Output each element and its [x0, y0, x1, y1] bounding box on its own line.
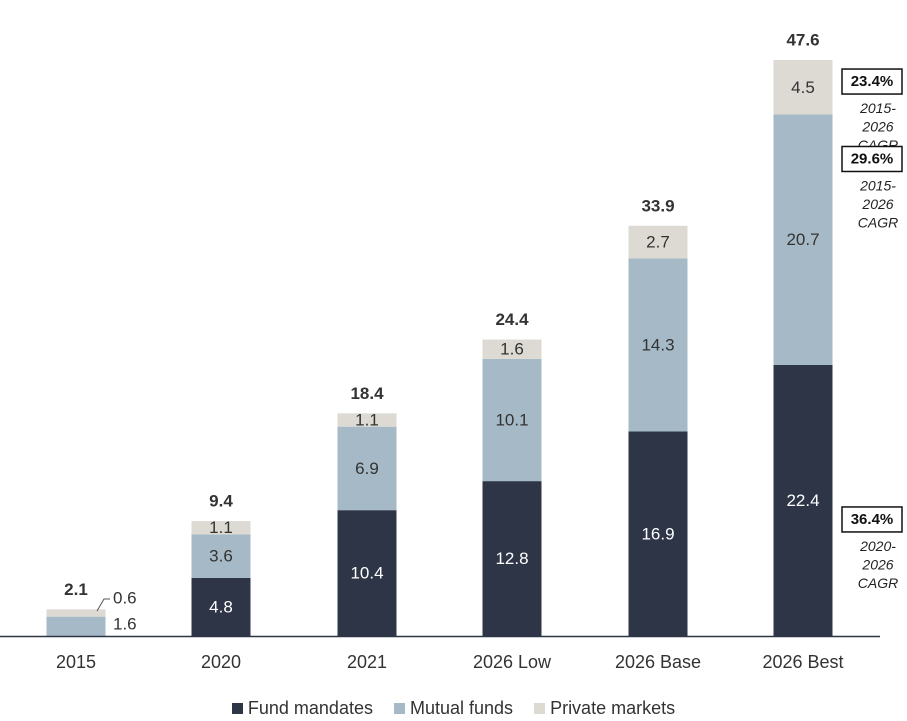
cagr-caption-fund-mandates-line-2: 2026	[861, 556, 893, 572]
bar-segment-mutual-funds-2015	[46, 616, 106, 636]
x-tick-label-2020: 2020	[201, 652, 241, 672]
data-label-mutual-funds-2015: 1.6	[113, 615, 137, 634]
cagr-caption-mutual-funds-line-2: 2026	[861, 196, 893, 212]
x-tick-label-2015: 2015	[56, 652, 96, 672]
data-label-private-markets-2026-low: 1.6	[500, 340, 524, 359]
legend: Fund mandates Mutual funds Private marke…	[0, 697, 907, 719]
legend-label-mutual-funds: Mutual funds	[409, 698, 514, 718]
bar-segment-fund-mandates-2020	[191, 577, 251, 636]
data-label-mutual-funds-2020: 3.6	[209, 547, 233, 566]
data-label-fund-mandates-2020: 4.8	[209, 597, 233, 616]
legend-item-mutual-funds: Mutual funds	[393, 697, 514, 719]
total-label-2026-base: 33.9	[641, 196, 674, 215]
data-label-fund-mandates-2021: 10.4	[350, 564, 383, 583]
bar-segment-private-markets-2026-low	[482, 339, 542, 359]
legend-label-private-markets: Private markets	[550, 698, 676, 718]
bar-segment-fund-mandates-2026-low	[482, 481, 542, 636]
x-tick-label-2026-base: 2026 Base	[615, 652, 701, 672]
legend-swatch-mutual-funds	[393, 702, 405, 714]
legend-swatch-private-markets	[534, 702, 546, 714]
bar-segment-mutual-funds-2020	[191, 534, 251, 578]
data-label-private-markets-2026-base: 2.7	[646, 233, 670, 252]
bar-segment-private-markets-2026-base	[628, 225, 688, 259]
cagr-caption-private-markets-line-2: 2026	[861, 119, 893, 135]
data-label-mutual-funds-2021: 6.9	[355, 459, 379, 478]
total-label-2026-low: 24.4	[495, 310, 529, 329]
total-label-2020: 9.4	[209, 492, 233, 511]
legend-item-fund-mandates: Fund mandates	[231, 697, 373, 719]
data-label-private-markets-2015: 0.6	[113, 589, 137, 608]
data-label-mutual-funds-2026-best: 20.7	[786, 230, 819, 249]
cagr-box-private-markets	[841, 68, 903, 95]
bars-layer	[46, 60, 833, 636]
legend-label-fund-mandates: Fund mandates	[247, 698, 373, 718]
x-tick-label-2026-best: 2026 Best	[762, 652, 843, 672]
data-label-private-markets-2020: 1.1	[209, 518, 233, 537]
cagr-value-private-markets: 23.4%	[851, 73, 894, 90]
data-label-mutual-funds-2026-low: 10.1	[495, 411, 528, 430]
cagr-box-fund-mandates	[841, 506, 903, 533]
bar-segment-mutual-funds-2021	[337, 426, 397, 511]
bar-segment-mutual-funds-2026-best	[773, 114, 833, 365]
cagr-caption-fund-mandates-line-3: CAGR	[858, 575, 898, 591]
cagr-caption-private-markets-line-1: 2015-	[859, 100, 896, 116]
cagr-caption-fund-mandates-line-1: 2020-	[859, 538, 896, 554]
total-label-2021: 18.4	[350, 384, 384, 403]
legend-item-private-markets: Private markets	[534, 697, 675, 719]
cagr-caption-mutual-funds-line-1: 2015-	[859, 177, 896, 193]
data-label-private-markets-2021: 1.1	[355, 411, 379, 430]
data-label-fund-mandates-2026-low: 12.8	[495, 549, 528, 568]
total-label-2015: 2.1	[64, 580, 88, 599]
bar-segment-mutual-funds-2026-base	[628, 258, 688, 432]
labels-layer: 2015 2.1 1.6 0.6 2020 9.4 4.8 3.6 1.1 2021 18.4 10.…	[56, 31, 844, 672]
x-tick-label-2026-low: 2026 Low	[473, 652, 552, 672]
bar-segment-private-markets-2021	[337, 413, 397, 427]
bar-segment-fund-mandates-2026-base	[628, 431, 688, 636]
bar-segment-private-markets-2020	[191, 521, 251, 535]
x-tick-label-2021: 2021	[347, 652, 387, 672]
leader-line-private-markets-2015	[96, 598, 110, 612]
bar-segment-mutual-funds-2026-low	[482, 358, 542, 482]
cagr-box-mutual-funds	[841, 145, 903, 173]
cagr-caption-mutual-funds-line-3: CAGR	[858, 214, 898, 230]
cagr-value-fund-mandates: 36.4%	[851, 511, 894, 528]
bar-segment-private-markets-2026-best	[773, 60, 833, 115]
cagr-value-mutual-funds: 29.6%	[851, 150, 894, 167]
data-label-fund-mandates-2026-best: 22.4	[786, 491, 819, 510]
bar-segment-fund-mandates-2021	[337, 510, 397, 636]
bar-segment-fund-mandates-2026-best	[773, 364, 833, 636]
data-label-private-markets-2026-best: 4.5	[791, 78, 815, 97]
bar-segment-private-markets-2015	[46, 609, 106, 617]
cagr-annotations-layer: 23.4% 2015- 2026 CAGR 29.6% 2015- 2026 CAGR 36.4…	[841, 68, 903, 591]
total-label-2026-best: 47.6	[786, 31, 819, 50]
data-label-fund-mandates-2026-base: 16.9	[641, 524, 674, 543]
data-label-mutual-funds-2026-base: 14.3	[641, 335, 674, 354]
legend-swatch-fund-mandates	[231, 702, 243, 714]
